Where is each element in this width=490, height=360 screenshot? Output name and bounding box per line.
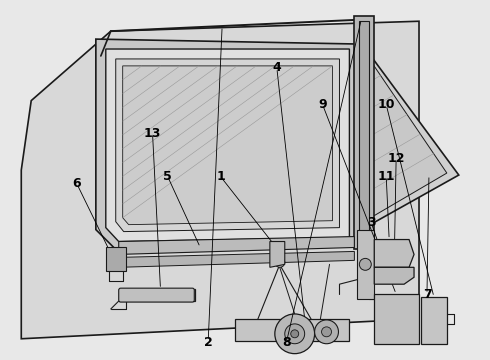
FancyBboxPatch shape [119, 288, 195, 302]
Polygon shape [354, 16, 374, 249]
Text: 12: 12 [387, 152, 405, 165]
Polygon shape [116, 59, 340, 231]
Polygon shape [106, 247, 125, 271]
Circle shape [359, 258, 371, 270]
Polygon shape [119, 237, 354, 255]
Text: 11: 11 [377, 170, 395, 183]
Circle shape [285, 324, 305, 344]
Polygon shape [361, 43, 459, 230]
Text: 8: 8 [282, 336, 291, 349]
Circle shape [392, 305, 400, 313]
Polygon shape [374, 294, 419, 344]
Polygon shape [21, 21, 419, 339]
Circle shape [381, 246, 397, 261]
Text: 2: 2 [204, 336, 213, 349]
Circle shape [387, 300, 405, 318]
Circle shape [275, 314, 315, 354]
Text: 13: 13 [144, 127, 161, 140]
Polygon shape [359, 21, 369, 244]
Circle shape [385, 249, 393, 257]
Polygon shape [357, 230, 374, 299]
Text: 7: 7 [423, 288, 432, 301]
Circle shape [291, 330, 299, 338]
Circle shape [158, 291, 167, 299]
Polygon shape [122, 66, 333, 225]
Polygon shape [374, 239, 414, 267]
Polygon shape [368, 56, 447, 220]
Text: 1: 1 [216, 170, 225, 183]
Circle shape [388, 321, 404, 337]
Polygon shape [119, 251, 354, 267]
Circle shape [275, 257, 285, 267]
Circle shape [143, 291, 150, 299]
Polygon shape [119, 289, 196, 301]
Circle shape [393, 326, 399, 332]
Circle shape [321, 327, 332, 337]
Polygon shape [235, 319, 349, 341]
Polygon shape [270, 242, 285, 267]
Text: 3: 3 [368, 216, 376, 229]
Polygon shape [96, 39, 359, 249]
Polygon shape [374, 267, 414, 284]
Polygon shape [106, 49, 349, 242]
Text: 10: 10 [377, 99, 395, 112]
Text: 6: 6 [73, 177, 81, 190]
Circle shape [315, 320, 339, 344]
Text: 4: 4 [272, 61, 281, 74]
Text: 5: 5 [163, 170, 172, 183]
Text: 9: 9 [318, 99, 327, 112]
Polygon shape [421, 297, 447, 344]
Circle shape [127, 291, 135, 299]
Circle shape [174, 291, 182, 299]
